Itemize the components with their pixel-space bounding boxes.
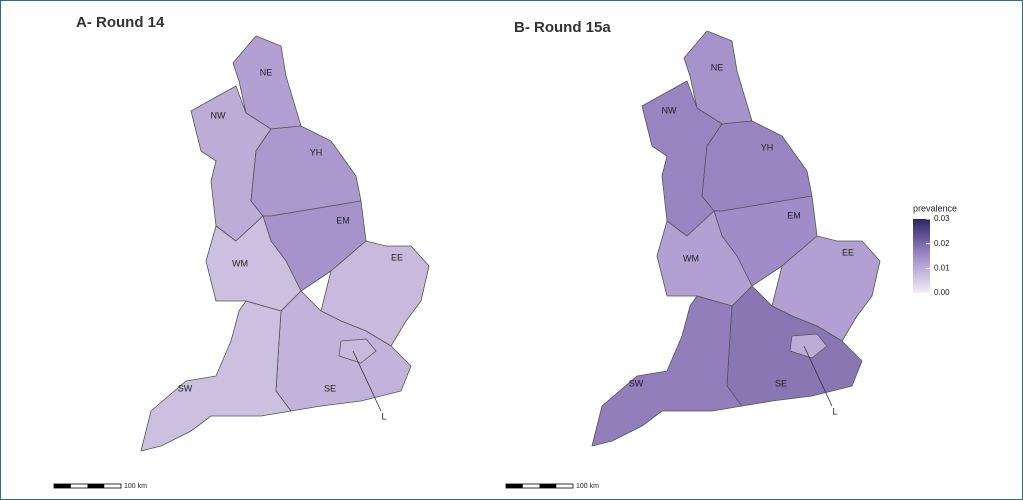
legend-tick-label: 0.01 [934,263,950,272]
region [338,338,377,364]
region-label: YH [310,147,323,157]
england-map: NE NW YH EM WM EE SE SW L [591,30,881,447]
region-label: SE [324,383,336,393]
region-label: EM [336,215,350,225]
leader-line [803,345,833,407]
region-label: SW [629,378,644,388]
scale-bar-label: 100 km [124,483,147,490]
region-label: NW [211,110,226,120]
region-label: L [381,411,386,421]
region-label: EE [842,247,854,257]
scale-bar-segment [506,484,523,488]
region-label: SE [775,378,787,388]
region-label: SW [178,383,193,393]
region-label: L [832,406,837,416]
legend-tick-label: 0.00 [934,288,950,297]
legend-title: prevalence [913,203,957,213]
region-label: NE [260,67,273,77]
england-map: NE NW YH EM WM EE SE SW L [140,35,430,452]
region-label: NW [662,105,677,115]
region-label: WM [683,253,699,263]
legend-colorbar [913,219,930,293]
region-label: EM [787,210,801,220]
region [140,300,292,452]
scale-bar-label: 100 km [576,483,599,490]
region [591,295,743,447]
panel-title: A- Round 14 [76,14,165,31]
region [250,125,362,217]
region [701,120,813,212]
region-label: EE [391,252,403,262]
panel-title: B- Round 15a [514,19,611,36]
region [789,333,828,359]
scale-bar-segment [539,484,557,488]
scale-bar-segment [87,484,105,488]
region-label: WM [232,258,248,268]
region-label: YH [761,142,774,152]
legend-tick-label: 0.03 [934,214,950,223]
scale-bar-segment [54,484,71,488]
legend-tick-label: 0.02 [934,239,950,248]
leader-line [352,350,382,412]
region-label: NE [711,62,724,72]
